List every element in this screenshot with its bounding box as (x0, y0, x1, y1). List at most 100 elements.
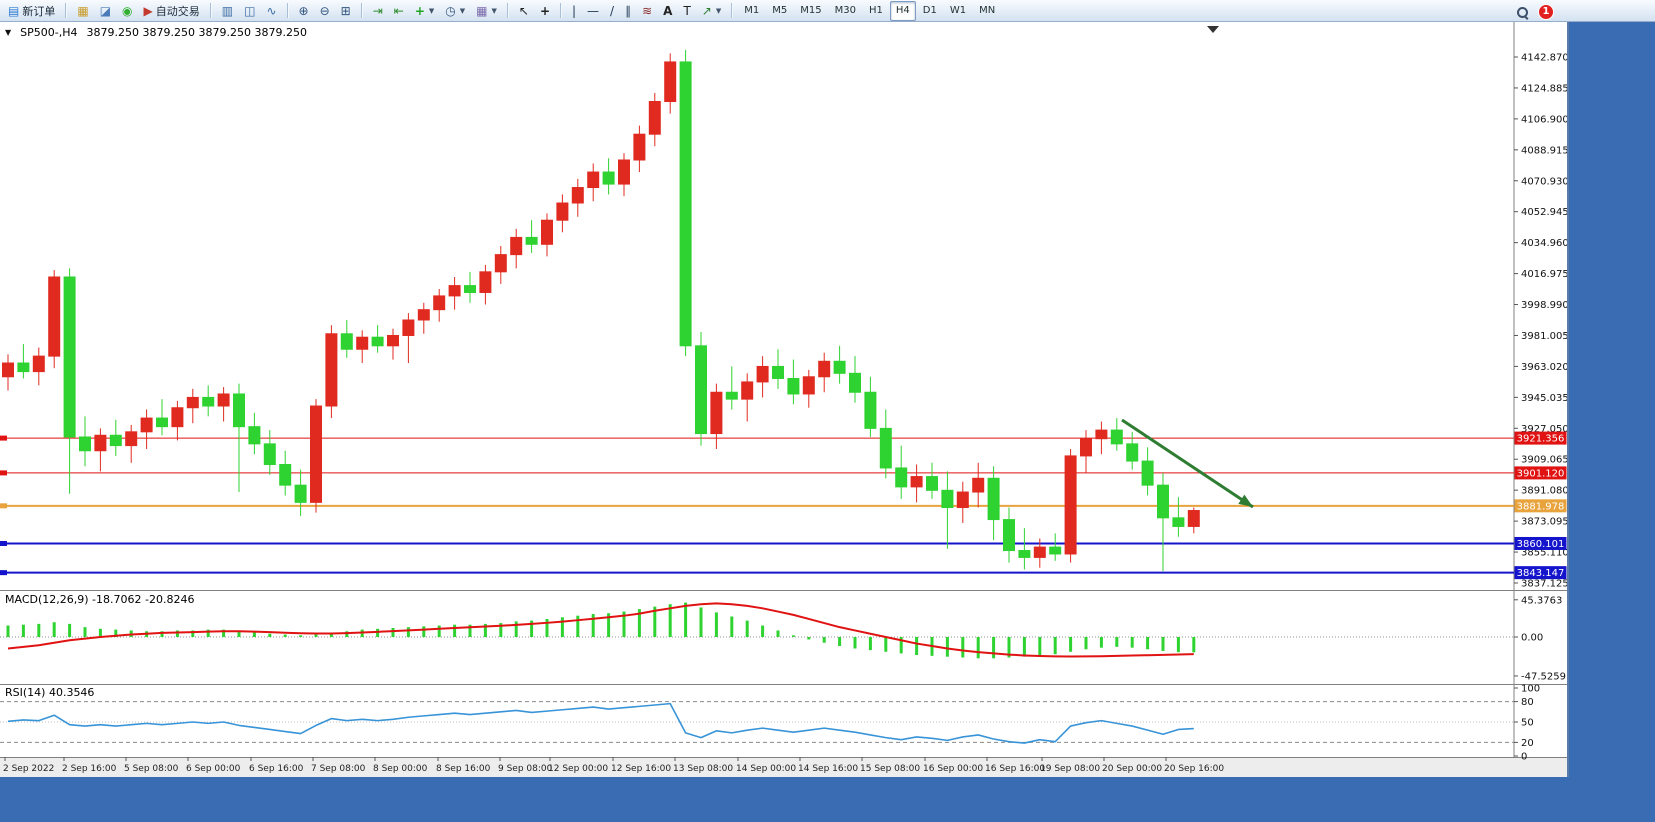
timeframe-button-m5[interactable]: M5 (772, 5, 788, 16)
tile-windows-button[interactable]: ⊞ (336, 1, 356, 21)
bearish-candle (340, 333, 353, 350)
horizontal-line-handle[interactable] (0, 435, 7, 441)
bearish-candle (63, 276, 76, 438)
fibonacci-tool-button[interactable]: ≋ (637, 1, 657, 21)
macd-histogram-bar (1176, 637, 1180, 653)
bullish-candle (664, 61, 677, 103)
macd-histogram-bar (1115, 637, 1119, 647)
horizontal-line-handle[interactable] (0, 470, 7, 476)
line-chart-icon: ∿ (266, 3, 277, 18)
timeframe-button-m15[interactable]: M15 (800, 5, 822, 16)
timeframe-button-d1[interactable]: D1 (922, 5, 937, 16)
label-icon: T (683, 3, 691, 18)
timeframe-button-m1[interactable]: M1 (744, 5, 760, 16)
bullish-candle (448, 285, 461, 297)
indicators-button[interactable]: + ▼ (410, 1, 439, 21)
market-watch-button[interactable]: ▦ (72, 1, 93, 21)
macd-histogram-bar (283, 634, 287, 637)
macd-histogram-bar (591, 614, 595, 637)
text-tool-button[interactable]: A (658, 1, 677, 21)
search-icon[interactable] (1516, 6, 1529, 19)
timeframe-button-h4[interactable]: H4 (889, 0, 916, 21)
notification-badge[interactable]: 1 (1538, 4, 1554, 20)
price-badge (1514, 536, 1567, 550)
zoom-out-button[interactable]: ⊖ (315, 1, 335, 21)
macd-histogram-bar (622, 611, 626, 637)
timeframe-button-mn[interactable]: MN (979, 5, 996, 16)
macd-histogram-bar (483, 623, 487, 637)
timeframe-button-h1[interactable]: H1 (868, 5, 883, 16)
bearish-candle (1141, 460, 1154, 486)
macd-histogram-bar (945, 637, 949, 657)
price-axis-label: 4142.870 (1521, 53, 1567, 64)
auto-scroll-button[interactable]: ⇥ (368, 1, 388, 21)
navigator-button[interactable]: ◉ (117, 1, 137, 21)
macd-histogram-bar (915, 637, 919, 656)
bearish-candle (1003, 519, 1015, 552)
price-chart: 4142.870 4124.885 4106.900 4088.915 4070.930… (0, 22, 1567, 777)
bearish-candle (879, 427, 892, 469)
template-icon: ▦ (476, 3, 488, 18)
cursor-tool-button[interactable]: ↖ (514, 1, 534, 21)
timeframe-button-w1[interactable]: W1 (949, 5, 967, 16)
price-badge-label: 3901.120 (1517, 468, 1565, 479)
main-toolbar: ▤ 新订单 ▦ ◪ ◉ ▶ 自动交易 ▥ ◫ ∿ ⊕ ⊖ ⊞ ⇥ ⇤ + ▼ ◷ ▼… (0, 0, 1655, 22)
macd-histogram-bar (376, 628, 380, 637)
macd-histogram-bar (1099, 637, 1103, 648)
bar-chart-button[interactable]: ▥ (217, 1, 238, 21)
templates-button[interactable]: ▦ ▼ (471, 1, 502, 21)
rsi-axis-label: 20 (1521, 738, 1534, 749)
vertical-line-icon: | (572, 3, 577, 18)
bearish-candle (772, 365, 784, 379)
horizontal-line-handle[interactable] (0, 570, 7, 576)
bullish-candle (417, 309, 430, 321)
bearish-candle (464, 285, 476, 293)
bullish-candle (94, 434, 107, 452)
new-order-button[interactable]: ▤ 新订单 (3, 1, 60, 21)
trend-arrow-line[interactable] (1121, 418, 1254, 509)
macd-axis-label: 0.00 (1521, 633, 1543, 644)
periods-button[interactable]: ◷ ▼ (440, 1, 470, 21)
ohlc-expand-icon[interactable]: ▼ (5, 28, 12, 37)
bearish-candle (279, 464, 292, 486)
horizontal-line-handle[interactable] (0, 540, 7, 546)
price-axis-label: 4052.945 (1521, 207, 1567, 218)
trend-arrow-head[interactable] (1238, 494, 1253, 507)
trendline-tool-button[interactable]: / (605, 1, 619, 21)
zoom-in-button[interactable]: ⊕ (294, 1, 314, 21)
data-window-button[interactable]: ◪ (95, 1, 116, 21)
line-chart-button[interactable]: ∿ (261, 1, 281, 21)
vertical-line-tool-button[interactable]: | (567, 1, 581, 21)
price-axis-label: 3873.095 (1521, 517, 1567, 528)
arrow-shape-icon: ↗ (701, 3, 712, 18)
label-tool-button[interactable]: T (678, 1, 695, 21)
bearish-candle (864, 391, 877, 429)
timeframe-button-m30[interactable]: M30 (834, 5, 856, 16)
autotrade-button[interactable]: ▶ 自动交易 (139, 1, 205, 21)
bullish-candle (171, 407, 184, 428)
bearish-candle (17, 362, 30, 373)
toolbar-separator (560, 3, 562, 18)
fibonacci-icon: ≋ (642, 3, 653, 18)
candlestick-chart-button[interactable]: ◫ (239, 1, 260, 21)
toolbar-separator (209, 3, 212, 18)
macd-histogram-bar (745, 620, 749, 637)
horizontal-line-tool-button[interactable]: — (582, 1, 604, 21)
price-badge-label: 3860.101 (1517, 539, 1565, 550)
bullish-candle (1064, 455, 1077, 555)
macd-histogram-bar (545, 618, 549, 637)
bullish-candle (1187, 510, 1200, 527)
bullish-candle (48, 276, 61, 357)
rsi-axis-label: 80 (1521, 697, 1534, 708)
price-badge-label: 3881.978 (1517, 501, 1565, 512)
price-badge-label: 3843.147 (1517, 568, 1565, 579)
channel-tool-button[interactable]: ∥ (620, 1, 636, 21)
chart-shift-marker[interactable] (1207, 26, 1219, 33)
bullish-candle (32, 355, 45, 373)
macd-histogram-bar (761, 625, 765, 637)
horizontal-line-handle[interactable] (0, 503, 7, 509)
crosshair-tool-button[interactable]: + (535, 1, 555, 21)
shapes-tool-button[interactable]: ↗ ▼ (697, 1, 726, 21)
macd-histogram-bar (514, 621, 518, 637)
chart-shift-button[interactable]: ⇤ (389, 1, 409, 21)
